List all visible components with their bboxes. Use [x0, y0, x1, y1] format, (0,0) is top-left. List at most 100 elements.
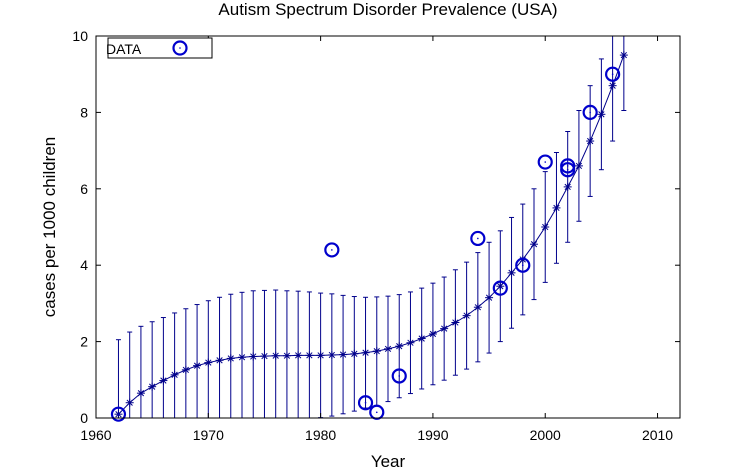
fit-point-asterisk — [473, 303, 482, 312]
fit-point-asterisk — [440, 324, 449, 333]
asterisk-stroke — [261, 352, 268, 360]
asterisk-stroke — [474, 304, 481, 311]
x-tick-label: 2010 — [642, 427, 673, 443]
legend-label-data: DATA — [106, 41, 142, 57]
fit-point-asterisk — [170, 370, 179, 379]
data-point-center — [364, 401, 367, 404]
data-point-center — [499, 287, 502, 289]
fit-point-asterisk — [181, 365, 190, 374]
asterisk-stroke — [306, 352, 313, 359]
data-point-center — [117, 413, 120, 415]
data-point — [369, 404, 385, 420]
asterisk-stroke — [564, 183, 571, 191]
y-tick-label: 4 — [80, 257, 88, 273]
fit-point-asterisk — [361, 348, 370, 357]
asterisk-stroke — [362, 349, 369, 356]
legend: DATA — [106, 37, 213, 59]
plot-area — [110, 36, 628, 422]
x-tick-label: 1960 — [80, 427, 111, 443]
data-point — [537, 154, 553, 170]
fit-point-asterisk — [339, 350, 348, 359]
asterisk-stroke — [182, 366, 189, 374]
asterisk-stroke — [609, 82, 616, 89]
y-tick-label: 2 — [80, 334, 88, 350]
asterisk-stroke — [542, 223, 549, 231]
data-point — [357, 395, 374, 411]
asterisk-stroke — [137, 390, 145, 397]
asterisk-stroke — [508, 269, 515, 276]
fit-point-asterisk — [193, 361, 202, 370]
asterisk-stroke — [171, 371, 178, 378]
data-point — [492, 280, 508, 296]
y-axis-label: cases per 1000 children — [40, 137, 59, 318]
fit-point-asterisk — [249, 352, 258, 361]
data-point-center — [544, 161, 547, 163]
asterisk-stroke — [227, 355, 234, 362]
fit-point-asterisk — [597, 110, 606, 119]
x-tick-label: 1980 — [305, 427, 336, 443]
fit-point-asterisk — [563, 182, 572, 191]
asterisk-stroke — [620, 51, 627, 59]
fit-point-asterisk — [305, 351, 314, 360]
fit-point-asterisk — [260, 352, 269, 361]
asterisk-stroke — [407, 339, 414, 346]
y-tick-label: 6 — [80, 181, 88, 197]
data-point — [110, 406, 127, 422]
data-point — [324, 242, 340, 258]
asterisk-stroke — [384, 345, 392, 353]
asterisk-stroke — [328, 351, 335, 359]
asterisk-stroke — [497, 283, 504, 290]
asterisk-stroke — [283, 352, 291, 359]
asterisk-stroke — [418, 335, 425, 342]
data-point-center — [477, 237, 479, 240]
data-point-center — [521, 264, 524, 267]
fit-point-asterisk — [271, 351, 280, 360]
fit-point-asterisk — [282, 351, 291, 360]
fit-point-asterisk — [395, 342, 404, 351]
fit-point-asterisk — [462, 311, 471, 320]
fit-line — [118, 54, 625, 415]
asterisk-stroke — [216, 357, 223, 364]
fit-point-asterisk — [406, 338, 415, 347]
chart-title: Autism Spectrum Disorder Prevalence (USA… — [218, 0, 557, 19]
fit-point-asterisk — [530, 240, 538, 249]
fit-point-asterisk — [417, 334, 426, 343]
asterisk-stroke — [452, 319, 459, 326]
fit-point-asterisk — [428, 329, 437, 338]
x-tick-label: 1990 — [417, 427, 448, 443]
asterisk-stroke — [373, 347, 380, 355]
data-point — [582, 104, 598, 121]
fit-point-asterisk — [159, 376, 168, 385]
asterisk-stroke — [485, 294, 493, 301]
fit-point-asterisk — [552, 203, 561, 212]
fit-point-asterisk — [238, 353, 246, 362]
asterisk-stroke — [530, 241, 538, 248]
fit-point-asterisk — [294, 351, 303, 360]
fit-point-asterisk — [619, 51, 628, 60]
asterisk-stroke — [238, 354, 246, 361]
fit-point-asterisk — [384, 344, 392, 353]
data-point — [470, 230, 486, 247]
asterisk-stroke — [272, 352, 279, 359]
fit-point-asterisk — [372, 347, 381, 356]
asterisk-stroke — [295, 352, 302, 359]
legend-circle — [172, 40, 188, 56]
asterisk-stroke — [317, 352, 324, 359]
asterisk-stroke — [126, 399, 133, 406]
legend-circle-center — [179, 47, 181, 49]
data-point-center — [398, 375, 401, 377]
legend-box — [107, 37, 213, 59]
x-tick-label: 1970 — [193, 427, 224, 443]
data-point — [605, 66, 621, 82]
data-point — [391, 368, 407, 384]
fit-point-asterisk — [541, 223, 550, 231]
data-point-center — [331, 249, 333, 251]
fit-point-asterisk — [507, 268, 516, 277]
data-point-center — [589, 111, 591, 114]
asterisk-stroke — [205, 359, 212, 366]
fit-point-asterisk — [496, 282, 505, 291]
data-point-center — [566, 168, 569, 171]
asterisk-stroke — [553, 204, 560, 212]
fit-point-asterisk — [327, 350, 336, 359]
data-point — [515, 257, 531, 273]
